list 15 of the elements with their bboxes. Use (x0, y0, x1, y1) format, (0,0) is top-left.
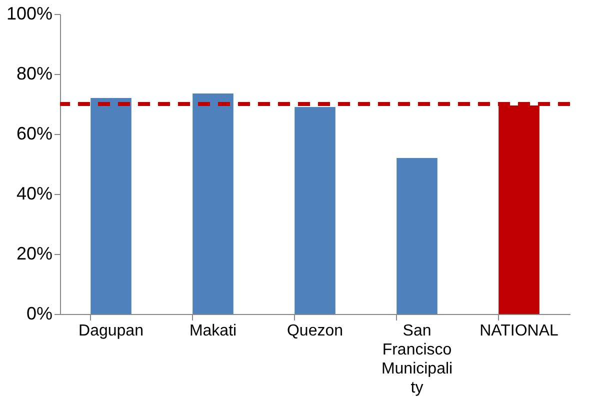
x-tick-label: San Francisco Municipality (381, 322, 453, 396)
x-tick-label: Makati (189, 322, 237, 340)
x-tick-label: Quezon (286, 322, 344, 340)
bar (396, 158, 438, 314)
bar (192, 94, 234, 314)
y-tick-label: 80% (16, 64, 52, 84)
y-tick-label: 40% (16, 184, 52, 204)
y-tick-label: 100% (6, 4, 52, 24)
bar (90, 98, 132, 314)
x-tick-label: NATIONAL (480, 322, 559, 340)
y-tick-label: 20% (16, 244, 52, 264)
bar (294, 107, 336, 314)
y-tick-label: 0% (26, 304, 52, 324)
x-tick-label: Dagupan (78, 322, 144, 340)
y-tick-label: 60% (16, 124, 52, 144)
